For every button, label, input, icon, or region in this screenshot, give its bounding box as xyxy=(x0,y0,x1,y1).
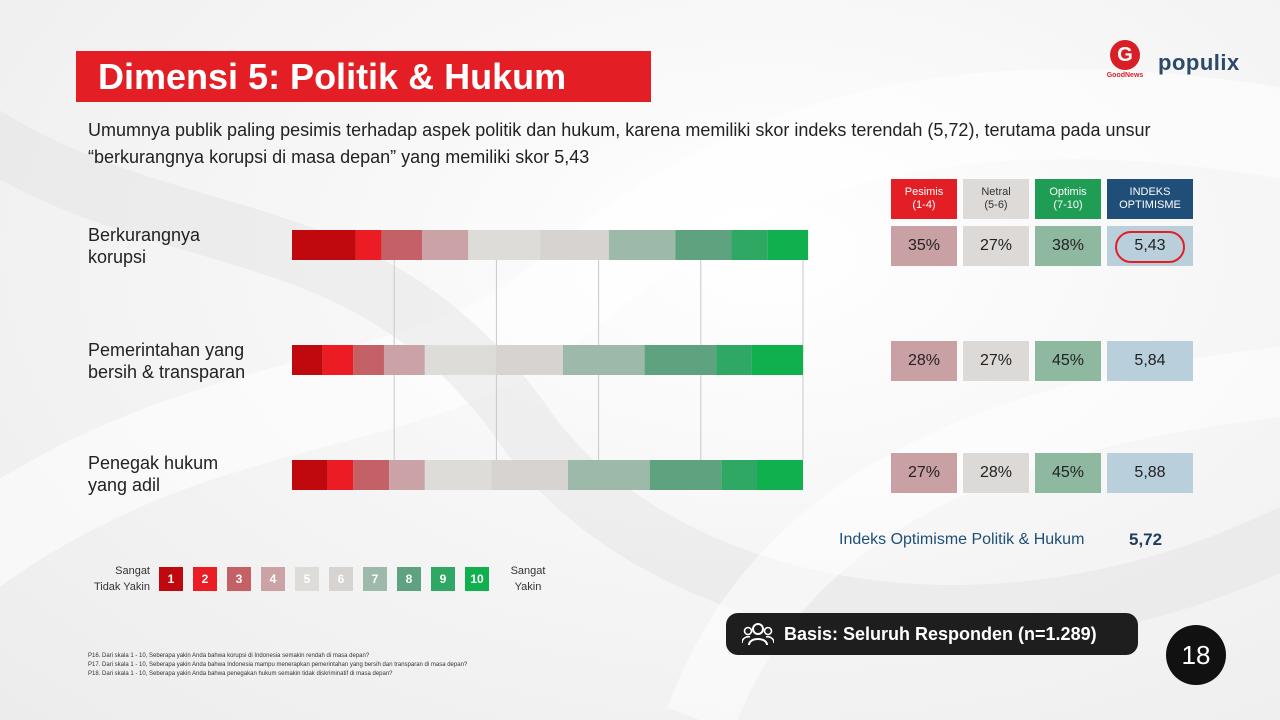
page-number: 18 xyxy=(1166,625,1226,685)
bar-segment xyxy=(355,230,382,260)
bar-segment xyxy=(721,460,758,490)
cell-optimis-penegak-hukum: 45% xyxy=(1035,453,1101,493)
cell-pesimis-pemerintahan: 28% xyxy=(891,341,957,381)
bar-segment xyxy=(322,345,354,375)
bar-segment xyxy=(751,345,803,375)
index-summary-value: 5,72 xyxy=(1129,530,1163,549)
footnotes: P16. Dari skala 1 - 10, Seberapa yakin A… xyxy=(88,652,648,679)
bar-segment xyxy=(468,230,540,260)
populix-logo: populix xyxy=(1158,50,1240,75)
page-subtitle: Umumnya publik paling pesimis terhadap a… xyxy=(88,120,1151,167)
bar-segment xyxy=(424,345,497,375)
cell-optimis-korupsi: 38% xyxy=(1035,226,1101,266)
bar-segment xyxy=(353,460,390,490)
legend-item: 1 xyxy=(159,567,183,591)
bar-segment xyxy=(353,345,384,375)
people-icon xyxy=(742,623,774,646)
bar-segment xyxy=(767,230,809,260)
index-summary-label: Indeks Optimisme Politik & Hukum xyxy=(839,531,1085,548)
basis-label: Basis: Seluruh Responden (n=1.289) xyxy=(784,624,1097,644)
header-indeks: INDEKS OPTIMISME xyxy=(1107,179,1193,219)
bar-segment xyxy=(327,460,354,490)
row-label-penegak-hukum: Penegak hukum yang adil xyxy=(88,453,219,495)
bar-segment xyxy=(424,460,492,490)
bar-segment xyxy=(675,230,732,260)
highlight-circle xyxy=(1115,231,1185,263)
footnote: P17. Dari skala 1 - 10, Seberapa yakin A… xyxy=(88,662,468,668)
row-label-pemerintahan: Pemerintahan yang bersih & transparan xyxy=(88,340,246,382)
footnote: P18. Dari skala 1 - 10, Seberapa yakin A… xyxy=(88,671,393,677)
header-netral-label: Netral (5-6) xyxy=(981,186,1011,211)
bar-segment xyxy=(422,230,469,260)
cell-pesimis-korupsi: 35% xyxy=(891,226,957,266)
legend-item: 10 xyxy=(465,567,489,591)
cell-optimis-pemerintahan: 45% xyxy=(1035,341,1101,381)
footnote: P16. Dari skala 1 - 10, Seberapa yakin A… xyxy=(88,653,370,659)
header-pesimis-label: Pesimis (1-4) xyxy=(904,186,944,211)
header-netral: Netral (5-6) xyxy=(963,179,1029,219)
goodnews-logo-mark: G xyxy=(1110,40,1140,70)
bar-segment xyxy=(496,345,563,375)
bar-segment xyxy=(539,230,609,260)
page-title: Dimensi 5: Politik & Hukum xyxy=(76,51,651,102)
cell-indeks-pemerintahan: 5,84 xyxy=(1107,341,1193,381)
bar-segment xyxy=(757,460,803,490)
legend-item: 3 xyxy=(227,567,251,591)
bar-segment xyxy=(649,460,722,490)
cell-netral-penegak-hukum: 28% xyxy=(963,453,1029,493)
header-indeks-label: INDEKS OPTIMISME xyxy=(1119,186,1181,211)
bar-segment xyxy=(716,345,752,375)
bar-segment xyxy=(381,230,423,260)
legend-item: 6 xyxy=(329,567,353,591)
goodnews-logo: G GoodNews xyxy=(1106,40,1144,86)
bar-segment xyxy=(567,460,650,490)
bar-segment xyxy=(731,230,768,260)
legend-item: 7 xyxy=(363,567,387,591)
row-label-korupsi: Berkurangnya korupsi xyxy=(88,225,201,267)
bar-segment xyxy=(608,230,676,260)
header-optimis: Optimis (7-10) xyxy=(1035,179,1101,219)
cell-pesimis-penegak-hukum: 27% xyxy=(891,453,957,493)
cell-netral-korupsi: 27% xyxy=(963,226,1029,266)
bar-segment xyxy=(389,460,425,490)
legend-left-label: Sangat Tidak Yakin xyxy=(93,565,150,593)
legend-item: 9 xyxy=(431,567,455,591)
legend-right-label: Sangat Yakin xyxy=(510,565,546,593)
bar-segment xyxy=(491,460,568,490)
legend-item: 8 xyxy=(397,567,421,591)
goodnews-logo-text: GoodNews xyxy=(1106,72,1144,79)
basis-badge: Basis: Seluruh Responden (n=1.289) xyxy=(726,613,1138,655)
header-pesimis: Pesimis (1-4) xyxy=(891,179,957,219)
legend-item: 2 xyxy=(193,567,217,591)
bar-segment xyxy=(292,345,323,375)
cell-indeks-penegak-hukum: 5,88 xyxy=(1107,453,1193,493)
bar-segment xyxy=(292,230,356,260)
legend-item: 5 xyxy=(295,567,319,591)
bar-segment xyxy=(292,460,328,490)
bar-segment xyxy=(562,345,645,375)
bar-segment xyxy=(644,345,717,375)
header-optimis-label: Optimis (7-10) xyxy=(1049,186,1087,211)
bar-segment xyxy=(383,345,425,375)
cell-netral-pemerintahan: 27% xyxy=(963,341,1029,381)
legend-item: 4 xyxy=(261,567,285,591)
stacked-bar-chart xyxy=(292,230,809,490)
